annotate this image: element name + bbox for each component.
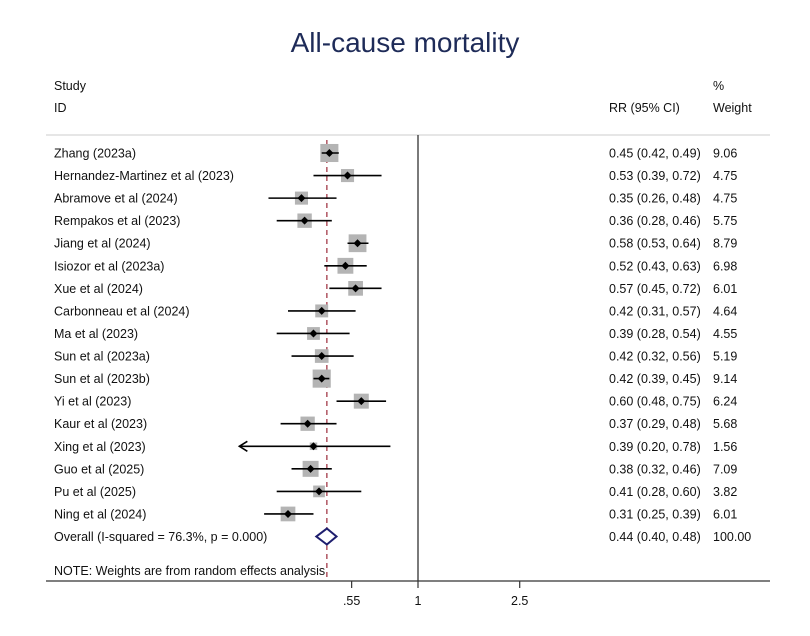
ci-arrow-icon bbox=[237, 440, 248, 452]
chart-title: All-cause mortality bbox=[291, 27, 520, 58]
study-ci-text: 0.58 (0.53, 0.64) bbox=[609, 237, 701, 251]
study-weight: 6.98 bbox=[713, 259, 737, 273]
x-tick-label: 2.5 bbox=[511, 594, 528, 608]
study-point-estimate bbox=[317, 306, 326, 315]
study-weight: 4.75 bbox=[713, 192, 737, 206]
study-label: Abramove et al (2024) bbox=[54, 192, 178, 206]
study-ci-text: 0.36 (0.28, 0.46) bbox=[609, 214, 701, 228]
study-point-estimate bbox=[315, 487, 324, 496]
study-label: Zhang (2023a) bbox=[54, 147, 136, 161]
study-point-estimate bbox=[297, 194, 306, 203]
study-label: Sun et al (2023a) bbox=[54, 350, 150, 364]
study-point-estimate bbox=[343, 171, 352, 180]
study-label: Jiang et al (2024) bbox=[54, 237, 151, 251]
study-ci-text: 0.42 (0.32, 0.56) bbox=[609, 350, 701, 364]
study-weight: 7.09 bbox=[713, 462, 737, 476]
weights-note: NOTE: Weights are from random effects an… bbox=[54, 564, 325, 578]
study-weight: 1.56 bbox=[713, 440, 737, 454]
study-weight: 8.79 bbox=[713, 237, 737, 251]
study-weight: 5.75 bbox=[713, 214, 737, 228]
study-ci-text: 0.31 (0.25, 0.39) bbox=[609, 507, 701, 521]
overall-diamond bbox=[314, 527, 339, 546]
study-ci-text: 0.37 (0.29, 0.48) bbox=[609, 417, 701, 431]
study-point-estimate bbox=[309, 329, 318, 338]
study-weight: 6.01 bbox=[713, 507, 737, 521]
study-label: Guo et al (2025) bbox=[54, 462, 144, 476]
study-label: Sun et al (2023b) bbox=[54, 372, 150, 386]
study-ci-text: 0.35 (0.26, 0.48) bbox=[609, 192, 701, 206]
header-id: ID bbox=[54, 101, 67, 115]
study-point-estimate bbox=[357, 397, 366, 406]
study-point-estimate bbox=[283, 509, 292, 518]
study-weight: 5.68 bbox=[713, 417, 737, 431]
study-label: Ma et al (2023) bbox=[54, 327, 138, 341]
study-point-estimate bbox=[353, 239, 362, 248]
study-label: Pu et al (2025) bbox=[54, 485, 136, 499]
study-point-estimate bbox=[325, 149, 334, 157]
study-weight: 4.64 bbox=[713, 304, 737, 318]
study-point-estimate bbox=[317, 374, 326, 383]
study-ci-text: 0.45 (0.42, 0.49) bbox=[609, 147, 701, 161]
study-point-estimate bbox=[306, 464, 315, 473]
study-label: Kaur et al (2023) bbox=[54, 417, 147, 431]
study-ci-text: 0.57 (0.45, 0.72) bbox=[609, 282, 701, 296]
study-label: Ning et al (2024) bbox=[54, 507, 146, 521]
study-point-estimate bbox=[341, 261, 350, 270]
x-tick-label: .55 bbox=[343, 594, 360, 608]
study-label: Xue et al (2024) bbox=[54, 282, 143, 296]
study-label: Xing et al (2023) bbox=[54, 440, 146, 454]
study-point-estimate bbox=[300, 216, 309, 225]
study-weight: 4.75 bbox=[713, 169, 737, 183]
study-ci-text: 0.53 (0.39, 0.72) bbox=[609, 169, 701, 183]
study-point-estimate bbox=[317, 352, 326, 361]
study-ci-text: 0.38 (0.32, 0.46) bbox=[609, 462, 701, 476]
x-tick-label: 1 bbox=[415, 594, 422, 608]
study-point-estimate bbox=[351, 284, 360, 293]
study-weight: 5.19 bbox=[713, 350, 737, 364]
header-weight-pct: % bbox=[713, 79, 724, 93]
header-effect: RR (95% CI) bbox=[609, 101, 680, 115]
overall-ci-text: 0.44 (0.40, 0.48) bbox=[609, 530, 701, 544]
study-ci-text: 0.41 (0.28, 0.60) bbox=[609, 485, 701, 499]
study-weight: 3.82 bbox=[713, 485, 737, 499]
study-ci-text: 0.39 (0.20, 0.78) bbox=[609, 440, 701, 454]
study-label: Hernandez-Martinez et al (2023) bbox=[54, 169, 234, 183]
study-point-estimate bbox=[309, 442, 318, 451]
study-weight: 4.55 bbox=[713, 327, 737, 341]
study-weight: 9.14 bbox=[713, 372, 737, 386]
study-label: Yi et al (2023) bbox=[54, 395, 131, 409]
header-study: Study bbox=[54, 79, 87, 93]
study-point-estimate bbox=[303, 419, 312, 428]
study-label: Rempakos et al (2023) bbox=[54, 214, 180, 228]
study-ci-text: 0.52 (0.43, 0.63) bbox=[609, 259, 701, 273]
header-weight: Weight bbox=[713, 101, 752, 115]
study-weight: 6.24 bbox=[713, 395, 737, 409]
study-label: Carbonneau et al (2024) bbox=[54, 304, 190, 318]
study-ci-text: 0.42 (0.31, 0.57) bbox=[609, 304, 701, 318]
study-label: Isiozor et al (2023a) bbox=[54, 259, 164, 273]
study-ci-text: 0.60 (0.48, 0.75) bbox=[609, 395, 701, 409]
overall-weight: 100.00 bbox=[713, 530, 751, 544]
study-ci-text: 0.39 (0.28, 0.54) bbox=[609, 327, 701, 341]
overall-label: Overall (I-squared = 76.3%, p = 0.000) bbox=[54, 530, 267, 544]
study-weight: 9.06 bbox=[713, 147, 737, 161]
study-weight: 6.01 bbox=[713, 282, 737, 296]
study-ci-text: 0.42 (0.39, 0.45) bbox=[609, 372, 701, 386]
